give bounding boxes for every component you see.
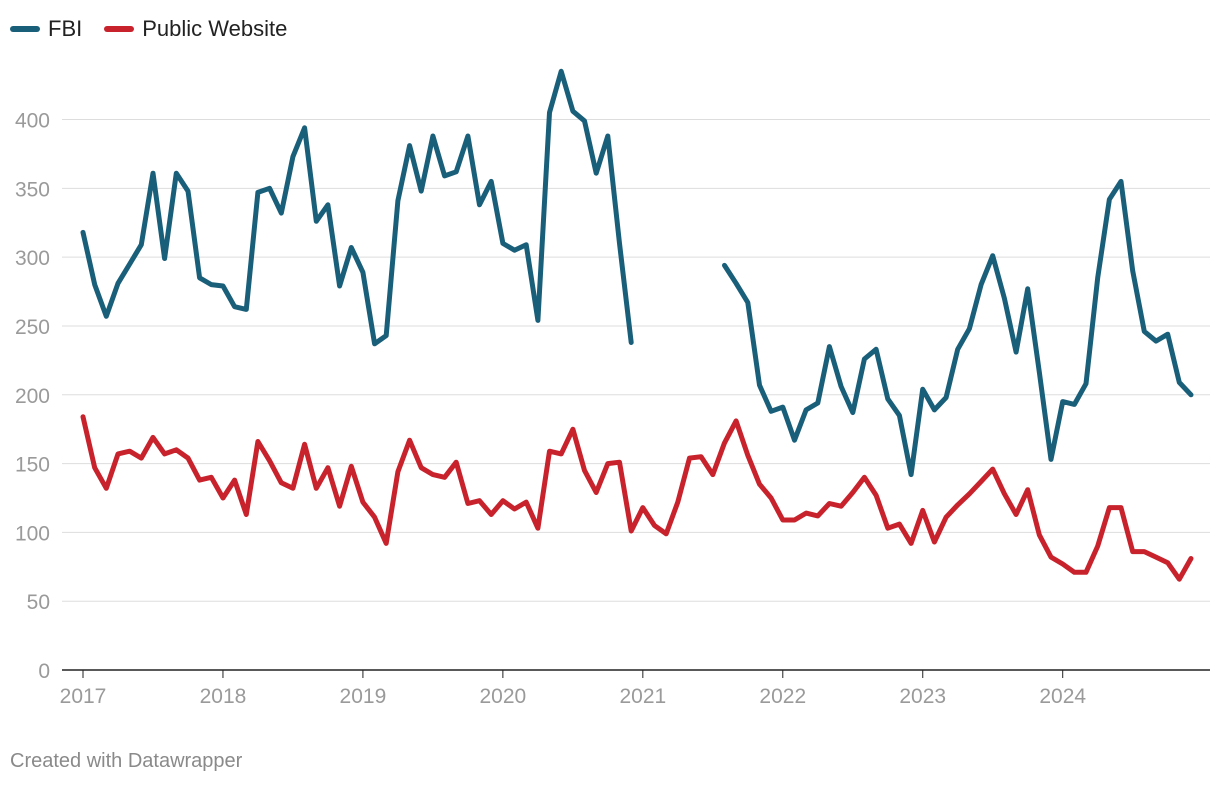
x-tick-label: 2022 — [759, 685, 806, 708]
y-tick-label: 200 — [15, 385, 50, 408]
x-axis: 2017 2018 2019 2020 2021 2022 2023 2024 — [60, 670, 1086, 708]
x-tick-label: 2019 — [340, 685, 387, 708]
legend-item-fbi[interactable]: FBI — [10, 16, 82, 42]
footer-credit[interactable]: Created with Datawrapper — [10, 750, 243, 772]
y-tick-label: 150 — [15, 454, 50, 477]
x-tick-label: 2017 — [60, 685, 107, 708]
legend-label-public-website: Public Website — [142, 16, 288, 41]
y-axis: 0 50 100 150 200 250 300 350 400 — [15, 110, 50, 684]
legend: FBI Public Website — [10, 16, 287, 42]
series-line-fbi[interactable] — [80, 68, 1194, 478]
x-tick-label: 2020 — [480, 685, 527, 708]
grid-lines — [62, 119, 1210, 671]
legend-swatch-public-website — [104, 26, 135, 32]
series-lines — [80, 68, 1194, 582]
x-tick-label: 2023 — [899, 685, 946, 708]
x-tick-label: 2018 — [200, 685, 247, 708]
y-tick-label: 400 — [15, 110, 50, 133]
legend-swatch-fbi — [10, 26, 40, 32]
y-tick-label: 50 — [27, 591, 50, 614]
x-tick-label: 2021 — [619, 685, 666, 708]
y-tick-label: 250 — [15, 316, 50, 339]
legend-item-public-website[interactable]: Public Website — [104, 16, 287, 42]
y-tick-label: 0 — [38, 660, 50, 683]
y-tick-label: 100 — [15, 522, 50, 545]
series-line-public-website[interactable] — [80, 414, 1194, 582]
y-tick-label: 300 — [15, 247, 50, 270]
legend-label-fbi: FBI — [48, 16, 83, 41]
y-tick-label: 350 — [15, 178, 50, 201]
x-tick-label: 2024 — [1039, 685, 1086, 708]
